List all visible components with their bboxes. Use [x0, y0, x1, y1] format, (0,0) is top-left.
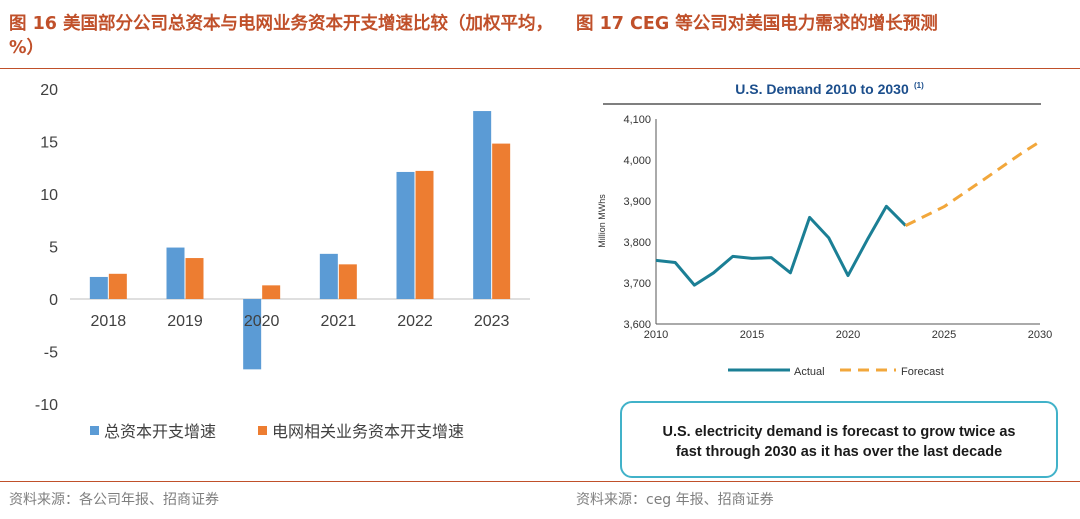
x-tick-label: 2015	[740, 329, 764, 341]
bar-total-capex-2021	[319, 253, 338, 299]
forecast-line	[904, 140, 1041, 227]
bar-chart: -10 -5 0 5 10 15 20 2018 2019 2020 2021 2022 2023 总资本…	[35, 82, 530, 441]
x-tick-label: 2021	[321, 313, 357, 330]
legend-swatch	[90, 426, 99, 435]
bar-grid-capex-2021	[338, 264, 357, 299]
y-tick-label: 20	[40, 82, 58, 99]
y-tick-label: 3,900	[623, 196, 651, 208]
legend-label: 总资本开支增速	[104, 422, 216, 441]
legend-forecast-label: Forecast	[901, 366, 944, 378]
legend-label: 电网相关业务资本开支增速	[272, 422, 464, 441]
y-tick-label: 0	[49, 292, 58, 309]
bar-grid-capex-2018	[108, 273, 127, 299]
right-source-note: 资料来源：ceg 年报、招商证券	[576, 492, 774, 508]
bar-total-capex-2020	[243, 299, 262, 370]
line-legend: Actual Forecast	[728, 366, 944, 378]
callout-line: U.S. electricity demand is forecast to g…	[663, 424, 1016, 440]
callout-box: U.S. electricity demand is forecast to g…	[620, 401, 1058, 478]
actual-line	[655, 204, 907, 287]
x-tick-label: 2030	[1028, 329, 1052, 341]
x-tick-label: 2010	[644, 329, 668, 341]
x-tick-label: 2023	[474, 313, 510, 330]
y-tick-label: 3,800	[623, 237, 651, 249]
y-tick-label: 10	[40, 187, 58, 204]
right-figure-title: 图 17 CEG 等公司对美国电力需求的增长预测	[576, 14, 938, 34]
bar-grid-capex-2022	[415, 170, 434, 299]
left-figure-title: 图 16 美国部分公司总资本与电网业务资本开支增速比较（加权平均，%）	[9, 14, 554, 58]
left-source-note: 资料来源：各公司年报、招商证券	[9, 492, 219, 508]
y-tick-label: 3,600	[623, 319, 651, 331]
y-tick-label: 4,000	[623, 155, 651, 167]
line-chart: U.S. Demand 2010 to 2030 (1) 3,600 3,700 3,8…	[597, 81, 1058, 478]
bar-total-capex-2018	[89, 276, 108, 299]
y-tick-label: -10	[35, 397, 58, 414]
line-chart-title: U.S. Demand 2010 to 2030	[735, 81, 909, 97]
bar-legend: 总资本开支增速 电网相关业务资本开支增速	[90, 422, 464, 441]
bottom-divider	[0, 481, 1080, 482]
legend-actual-label: Actual	[794, 366, 825, 378]
top-divider	[0, 68, 1080, 69]
y-tick-label: 3,700	[623, 278, 651, 290]
y-tick-label: 15	[40, 135, 58, 152]
y-tick-label: -5	[44, 345, 58, 362]
x-tick-label: 2025	[932, 329, 956, 341]
legend-swatch	[258, 426, 267, 435]
bar-grid-capex-2019	[185, 258, 204, 299]
bar-grid-capex-2023	[492, 143, 511, 299]
y-tick-label: 4,100	[623, 114, 651, 126]
x-tick-label: 2022	[397, 313, 433, 330]
bar-total-capex-2019	[166, 247, 185, 299]
x-tick-label: 2020	[836, 329, 860, 341]
x-tick-label: 2018	[91, 313, 127, 330]
x-tick-label: 2019	[167, 313, 203, 330]
y-axis-title: Million MWhs	[597, 194, 607, 248]
x-tick-label: 2020	[244, 313, 280, 330]
callout-border	[620, 401, 1058, 478]
bar-total-capex-2023	[473, 111, 492, 299]
y-tick-label: 5	[49, 240, 58, 257]
bar-grid-capex-2020	[262, 285, 281, 299]
callout-line: fast through 2030 as it has over the las…	[676, 444, 1002, 460]
title-footnote-marker: (1)	[914, 81, 924, 90]
bar-total-capex-2022	[396, 171, 415, 299]
